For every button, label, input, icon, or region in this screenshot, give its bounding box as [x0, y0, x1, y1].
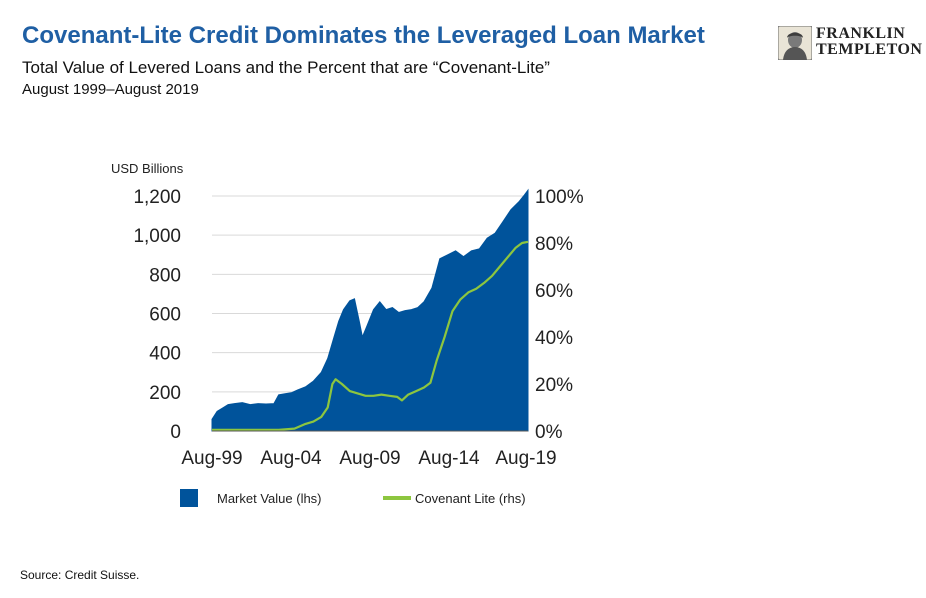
y-left-axis-title: USD Billions — [111, 161, 184, 176]
y-right-tick-label: 40% — [535, 328, 573, 349]
y-right-tick-label: 60% — [535, 281, 573, 302]
legend-swatch-market-value — [180, 489, 198, 507]
y-left-tick-label: 600 — [149, 305, 181, 326]
y-left-tick-label: 0 — [170, 422, 181, 443]
y-right-tick-label: 80% — [535, 234, 573, 255]
y-right-tick-label: 20% — [535, 375, 573, 396]
legend-label-market-value: Market Value (lhs) — [217, 491, 322, 506]
franklin-portrait-icon — [778, 26, 812, 60]
x-tick-label: Aug-04 — [260, 448, 322, 469]
series-layer — [211, 188, 529, 432]
market-value-area — [211, 188, 529, 432]
chart-title: Covenant-Lite Credit Dominates the Lever… — [22, 22, 705, 49]
y-left-tick-label: 1,200 — [133, 187, 181, 208]
y-left-tick-label: 200 — [149, 383, 181, 404]
source-note: Source: Credit Suisse. — [20, 568, 140, 582]
y-right-tick-label: 0% — [535, 422, 563, 443]
x-tick-label: Aug-19 — [495, 448, 556, 469]
x-tick-label: Aug-09 — [339, 448, 400, 469]
y-left-tick-label: 800 — [149, 265, 181, 286]
y-left-tick-label: 1,000 — [133, 226, 181, 247]
covenant-lite-line — [212, 240, 529, 431]
y-left-tick-label: 400 — [149, 344, 181, 365]
axis-layer: 0 200 400 600 800 1,000 1,200 0% 20% 40% 60% 80% 100… — [111, 161, 584, 469]
legend-label-covenant-lite: Covenant Lite (rhs) — [415, 491, 526, 506]
franklin-templeton-logo: FRANKLIN TEMPLETON — [778, 26, 923, 60]
date-range: August 1999–August 2019 — [22, 81, 199, 98]
chart-subtitle: Total Value of Levered Loans and the Per… — [22, 58, 550, 77]
y-right-tick-label: 100% — [535, 187, 584, 208]
legend: Market Value (lhs) Covenant Lite (rhs) — [180, 489, 526, 507]
x-tick-label: Aug-99 — [181, 448, 242, 469]
x-tick-label: Aug-14 — [418, 448, 480, 469]
logo-line2: TEMPLETON — [816, 41, 923, 58]
gridlines — [212, 195, 528, 393]
logo-line1: FRANKLIN — [816, 25, 906, 42]
